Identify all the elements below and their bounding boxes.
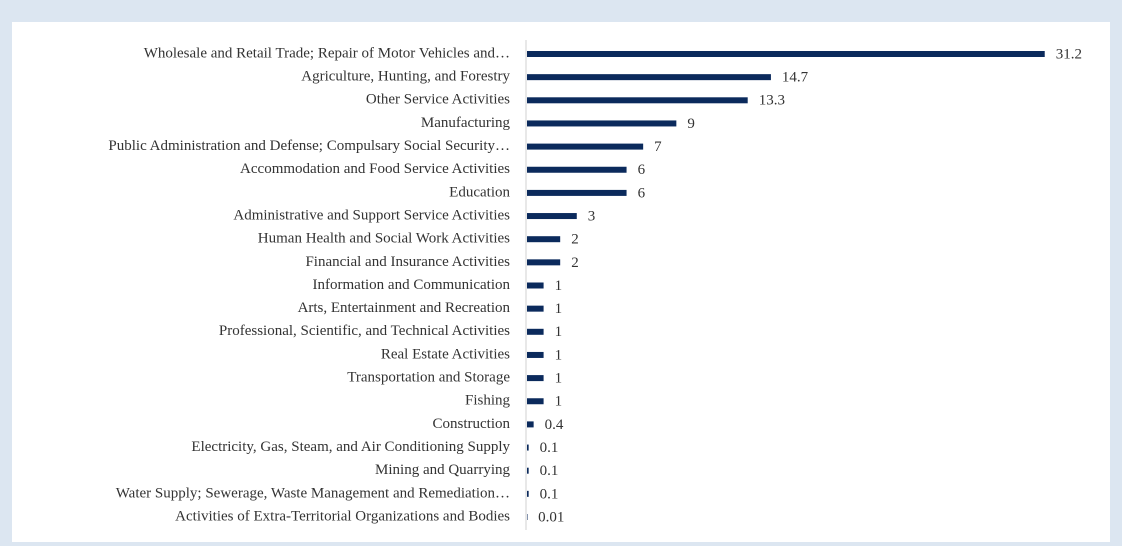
value-label: 9 [687, 116, 695, 132]
category-label: Other Service Activities [366, 92, 510, 108]
value-label: 0.4 [545, 417, 564, 433]
value-label: 6 [638, 185, 646, 201]
bar [527, 467, 529, 474]
bar [527, 421, 534, 428]
value-label: 0.1 [540, 486, 559, 502]
category-label: Water Supply; Sewerage, Waste Management… [116, 485, 510, 501]
category-label: Professional, Scientific, and Technical … [219, 323, 510, 339]
bar [527, 97, 748, 104]
category-label: Human Health and Social Work Activities [258, 231, 510, 247]
category-label: Real Estate Activities [381, 346, 510, 362]
bar [527, 375, 544, 382]
bar [527, 213, 577, 220]
bar [527, 398, 544, 405]
category-label: Transportation and Storage [347, 370, 510, 386]
category-label: Agriculture, Hunting, and Forestry [301, 69, 510, 85]
category-label: Wholesale and Retail Trade; Repair of Mo… [144, 45, 510, 61]
category-label: Administrative and Support Service Activ… [233, 207, 510, 223]
bar [527, 120, 677, 127]
bar [527, 351, 544, 358]
value-label: 1 [555, 371, 563, 387]
bar [527, 51, 1045, 57]
value-label: 1 [555, 278, 563, 294]
value-label: 31.2 [1056, 46, 1082, 62]
value-label: 2 [571, 232, 579, 248]
value-label: 2 [571, 255, 579, 271]
category-label: Manufacturing [421, 115, 511, 131]
category-label: Arts, Entertainment and Recreation [298, 300, 511, 316]
bar [527, 143, 644, 150]
category-label: Financial and Insurance Activities [305, 254, 510, 270]
value-label: 0.01 [538, 509, 564, 525]
bar [527, 259, 561, 266]
category-label: Mining and Quarrying [375, 462, 510, 478]
value-label: 6 [638, 162, 646, 178]
category-label: Electricity, Gas, Steam, and Air Conditi… [191, 439, 510, 455]
bar [527, 166, 627, 173]
value-label: 3 [588, 208, 596, 224]
value-label: 1 [555, 324, 563, 340]
category-label: Information and Communication [313, 277, 511, 293]
value-label: 1 [555, 394, 563, 410]
bar [527, 236, 561, 243]
category-label: Accommodation and Food Service Activitie… [240, 161, 510, 177]
bar [527, 490, 529, 497]
bar [527, 514, 528, 520]
value-label: 0.1 [540, 463, 559, 479]
bar [527, 189, 627, 196]
bar [527, 74, 771, 81]
category-label: Fishing [465, 393, 511, 409]
bar [527, 328, 544, 335]
plot-background [12, 22, 1110, 542]
bar [527, 444, 529, 451]
value-label: 7 [654, 139, 662, 155]
category-label: Activities of Extra-Territorial Organiza… [175, 508, 510, 524]
value-label: 14.7 [782, 70, 809, 86]
bar [527, 282, 544, 289]
bar [527, 305, 544, 312]
category-label: Public Administration and Defense; Compu… [108, 138, 510, 154]
category-label: Education [449, 184, 510, 200]
value-label: 1 [555, 301, 563, 317]
value-label: 13.3 [759, 93, 785, 109]
value-label: 1 [555, 347, 563, 363]
value-label: 0.1 [540, 440, 559, 456]
category-label: Construction [433, 416, 511, 432]
